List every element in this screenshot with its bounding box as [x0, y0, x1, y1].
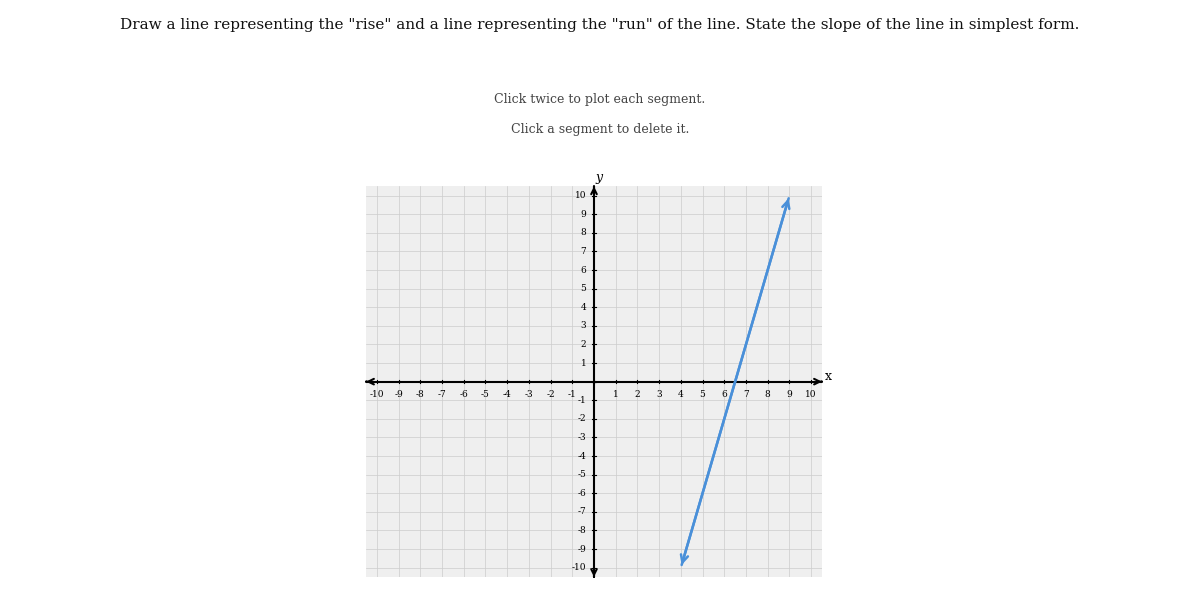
Text: -4: -4 — [503, 390, 511, 399]
Text: -5: -5 — [577, 470, 587, 479]
Text: 4: 4 — [581, 303, 587, 312]
Text: 2: 2 — [581, 340, 587, 349]
Text: Click twice to plot each segment.: Click twice to plot each segment. — [494, 93, 706, 106]
Text: x: x — [826, 370, 833, 383]
Text: 7: 7 — [581, 247, 587, 256]
Text: 6: 6 — [721, 390, 727, 399]
Text: -8: -8 — [416, 390, 425, 399]
Text: -6: -6 — [460, 390, 468, 399]
Text: -10: -10 — [572, 563, 587, 572]
Text: 5: 5 — [581, 284, 587, 293]
Text: -3: -3 — [577, 433, 587, 442]
Text: -10: -10 — [370, 390, 384, 399]
Text: 5: 5 — [700, 390, 706, 399]
Text: 3: 3 — [656, 390, 662, 399]
Text: 7: 7 — [743, 390, 749, 399]
Text: 2: 2 — [635, 390, 641, 399]
Text: -8: -8 — [577, 526, 587, 535]
Text: -7: -7 — [438, 390, 446, 399]
Text: y: y — [596, 171, 602, 185]
Text: 6: 6 — [581, 266, 587, 275]
Text: 9: 9 — [786, 390, 792, 399]
Text: -2: -2 — [546, 390, 554, 399]
Text: -9: -9 — [394, 390, 403, 399]
Text: -2: -2 — [577, 414, 587, 423]
Text: -4: -4 — [577, 451, 587, 460]
Text: 10: 10 — [805, 390, 817, 399]
Text: -1: -1 — [577, 395, 587, 404]
Text: 4: 4 — [678, 390, 684, 399]
Text: -6: -6 — [577, 489, 587, 498]
Text: 1: 1 — [581, 359, 587, 368]
Text: Click a segment to delete it.: Click a segment to delete it. — [511, 123, 689, 136]
Text: 8: 8 — [581, 228, 587, 237]
Text: 9: 9 — [581, 210, 587, 219]
Text: 10: 10 — [575, 191, 587, 200]
Text: 1: 1 — [613, 390, 618, 399]
Text: 8: 8 — [764, 390, 770, 399]
Text: 3: 3 — [581, 322, 587, 331]
Text: Draw a line representing the "rise" and a line representing the "run" of the lin: Draw a line representing the "rise" and … — [120, 18, 1080, 32]
Text: -5: -5 — [481, 390, 490, 399]
Text: -1: -1 — [568, 390, 577, 399]
Text: -9: -9 — [577, 545, 587, 554]
Text: -3: -3 — [524, 390, 533, 399]
Text: -7: -7 — [577, 507, 587, 516]
